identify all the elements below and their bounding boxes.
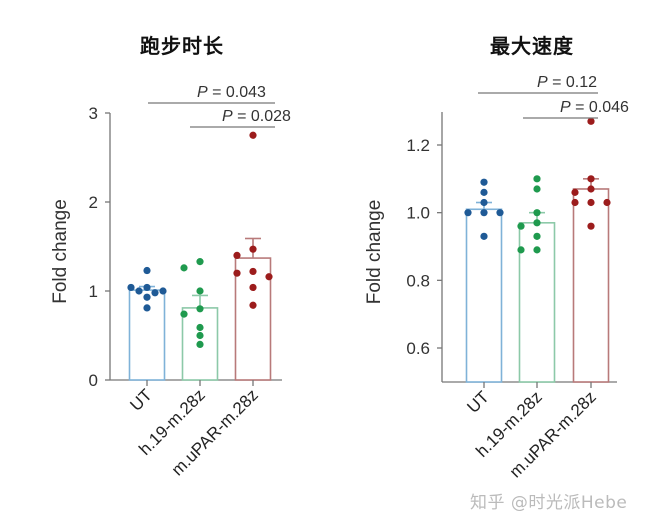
y-tick-label: 0.8 xyxy=(406,271,430,290)
data-point xyxy=(233,251,241,259)
y-tick-label: 3 xyxy=(89,104,98,123)
data-point xyxy=(127,283,135,292)
data-point xyxy=(249,131,257,139)
chart-title-run-duration: 跑步时长 xyxy=(140,34,224,58)
data-point xyxy=(533,175,541,183)
data-point xyxy=(480,178,488,186)
y-tick-label: 0.6 xyxy=(406,339,430,358)
p-value-label: P = 0.028 xyxy=(222,108,291,125)
y-tick-label: 1.2 xyxy=(406,136,430,155)
p-value-label: P = 0.12 xyxy=(537,74,597,91)
data-point xyxy=(603,198,611,207)
data-point xyxy=(496,209,504,217)
y-tick-label: 1 xyxy=(89,282,98,301)
data-point xyxy=(480,232,488,240)
data-point xyxy=(196,340,204,348)
data-point xyxy=(196,323,204,332)
bar-2 xyxy=(234,257,272,381)
x-tick-label: UT xyxy=(463,387,492,416)
watermark: 知乎 @时光派Hebe xyxy=(470,493,628,513)
data-point xyxy=(533,219,541,227)
data-point xyxy=(180,310,188,318)
data-point xyxy=(249,245,257,253)
data-point xyxy=(533,232,541,240)
chart-title-max-speed: 最大速度 xyxy=(490,34,574,58)
y-tick-label: 1.0 xyxy=(406,204,430,223)
data-point xyxy=(249,301,257,309)
data-point xyxy=(159,287,167,295)
data-point xyxy=(464,209,472,217)
data-point xyxy=(571,188,579,196)
data-point xyxy=(533,209,541,217)
y-tick-label: 0 xyxy=(89,371,98,390)
data-point xyxy=(143,304,151,312)
data-point xyxy=(517,222,525,230)
data-point xyxy=(265,273,273,281)
y-axis-label: Fold change xyxy=(50,199,71,304)
p-value-label: P = 0.046 xyxy=(560,99,629,116)
data-point xyxy=(587,222,595,230)
data-point xyxy=(480,188,488,196)
x-tick-label: UT xyxy=(126,385,155,414)
data-point xyxy=(196,258,204,266)
data-point xyxy=(249,267,257,276)
y-tick-label: 2 xyxy=(89,193,98,212)
data-point xyxy=(196,305,204,313)
y-axis-label: Fold change xyxy=(364,200,385,305)
data-point xyxy=(480,198,488,207)
data-point xyxy=(196,287,204,295)
data-point xyxy=(180,264,188,272)
data-point xyxy=(533,185,541,193)
data-point xyxy=(533,246,541,254)
bar-0 xyxy=(128,289,166,381)
data-point xyxy=(143,283,151,292)
data-point xyxy=(233,269,241,277)
data-point xyxy=(151,289,159,297)
data-point xyxy=(143,293,151,301)
data-point xyxy=(517,246,525,254)
bar-2 xyxy=(572,188,610,383)
data-point xyxy=(571,198,579,207)
data-point xyxy=(249,283,257,292)
data-point xyxy=(135,287,143,295)
data-point xyxy=(587,117,595,125)
data-point xyxy=(587,198,595,207)
data-point xyxy=(587,175,595,183)
data-point xyxy=(196,331,204,340)
data-point xyxy=(143,266,151,275)
data-point xyxy=(587,185,595,193)
data-point xyxy=(480,209,488,217)
p-value-label: P = 0.043 xyxy=(197,84,266,101)
